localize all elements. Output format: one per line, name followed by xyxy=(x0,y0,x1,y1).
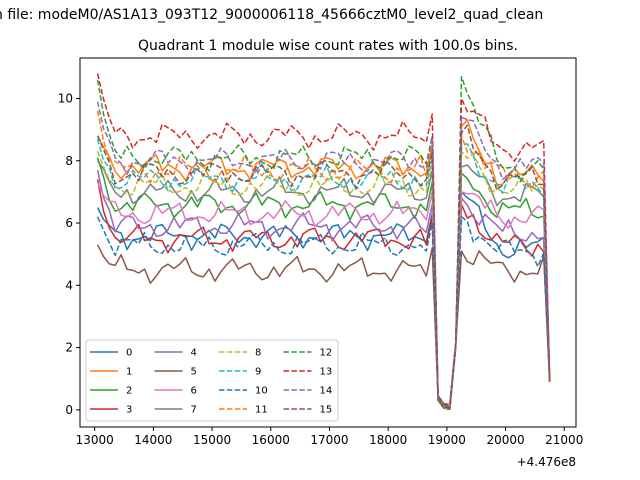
x-tick-label: 16000 xyxy=(252,433,290,447)
legend-label-0: 0 xyxy=(126,348,132,359)
series-line-15 xyxy=(96,124,551,406)
series-line-14 xyxy=(96,101,551,407)
legend-label-2: 2 xyxy=(126,386,132,397)
y-axis: 0 2 4 6 8 10 xyxy=(58,91,80,417)
x-tick-label: 19000 xyxy=(428,433,466,447)
x-axis: 13000 14000 15000 16000 17000 18000 19000 20000… xyxy=(76,427,583,447)
chart-title: Quadrant 1 module wise count rates with … xyxy=(138,38,518,54)
y-tick-label: 2 xyxy=(65,341,73,355)
series-line-4 xyxy=(96,169,551,411)
x-tick-label: 15000 xyxy=(193,433,231,447)
x-tick-label: 14000 xyxy=(134,433,172,447)
y-tick-label: 4 xyxy=(65,278,73,292)
legend-label-11: 11 xyxy=(255,405,268,416)
legend-label-4: 4 xyxy=(191,348,197,359)
legend-label-7: 7 xyxy=(191,405,197,416)
legend-label-5: 5 xyxy=(191,367,197,378)
legend-label-10: 10 xyxy=(255,386,268,397)
x-tick-label: 21000 xyxy=(545,433,583,447)
y-tick-label: 6 xyxy=(65,216,73,230)
legend-label-14: 14 xyxy=(320,386,333,397)
legend-label-9: 9 xyxy=(255,367,261,378)
legend-label-15: 15 xyxy=(320,405,333,416)
x-tick-label: 20000 xyxy=(486,433,524,447)
series-line-1 xyxy=(96,119,551,409)
legend-label-3: 3 xyxy=(126,405,132,416)
series-line-13 xyxy=(96,73,551,409)
legend-label-13: 13 xyxy=(320,367,333,378)
y-tick-label: 0 xyxy=(65,403,73,417)
series-line-5 xyxy=(96,244,551,409)
series-line-10 xyxy=(96,216,551,407)
legend-box xyxy=(85,339,339,422)
series-line-6 xyxy=(96,182,551,407)
series-line-9 xyxy=(96,138,551,409)
series-line-2 xyxy=(96,157,551,407)
legend-label-12: 12 xyxy=(320,348,333,359)
series-layer xyxy=(96,73,551,411)
y-tick-label: 8 xyxy=(65,154,73,168)
x-tick-label: 18000 xyxy=(369,433,407,447)
y-tick-label: 10 xyxy=(58,91,73,105)
figure-suptitle: n file: modeM0/AS1A13_093T12_9000006118_… xyxy=(0,7,543,23)
legend-label-1: 1 xyxy=(126,367,132,378)
x-offset-label: +4.476e8 xyxy=(517,455,576,469)
series-line-7 xyxy=(96,160,551,406)
plot-area xyxy=(79,57,577,428)
axes-frame xyxy=(79,57,577,428)
legend-label-6: 6 xyxy=(191,386,197,397)
x-tick-label: 13000 xyxy=(76,433,114,447)
x-tick-label: 17000 xyxy=(310,433,348,447)
legend-label-8: 8 xyxy=(255,348,261,359)
